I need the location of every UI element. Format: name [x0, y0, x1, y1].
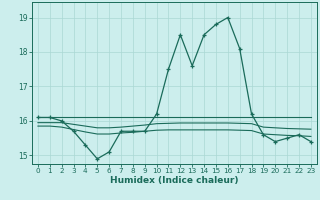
X-axis label: Humidex (Indice chaleur): Humidex (Indice chaleur) — [110, 176, 239, 185]
